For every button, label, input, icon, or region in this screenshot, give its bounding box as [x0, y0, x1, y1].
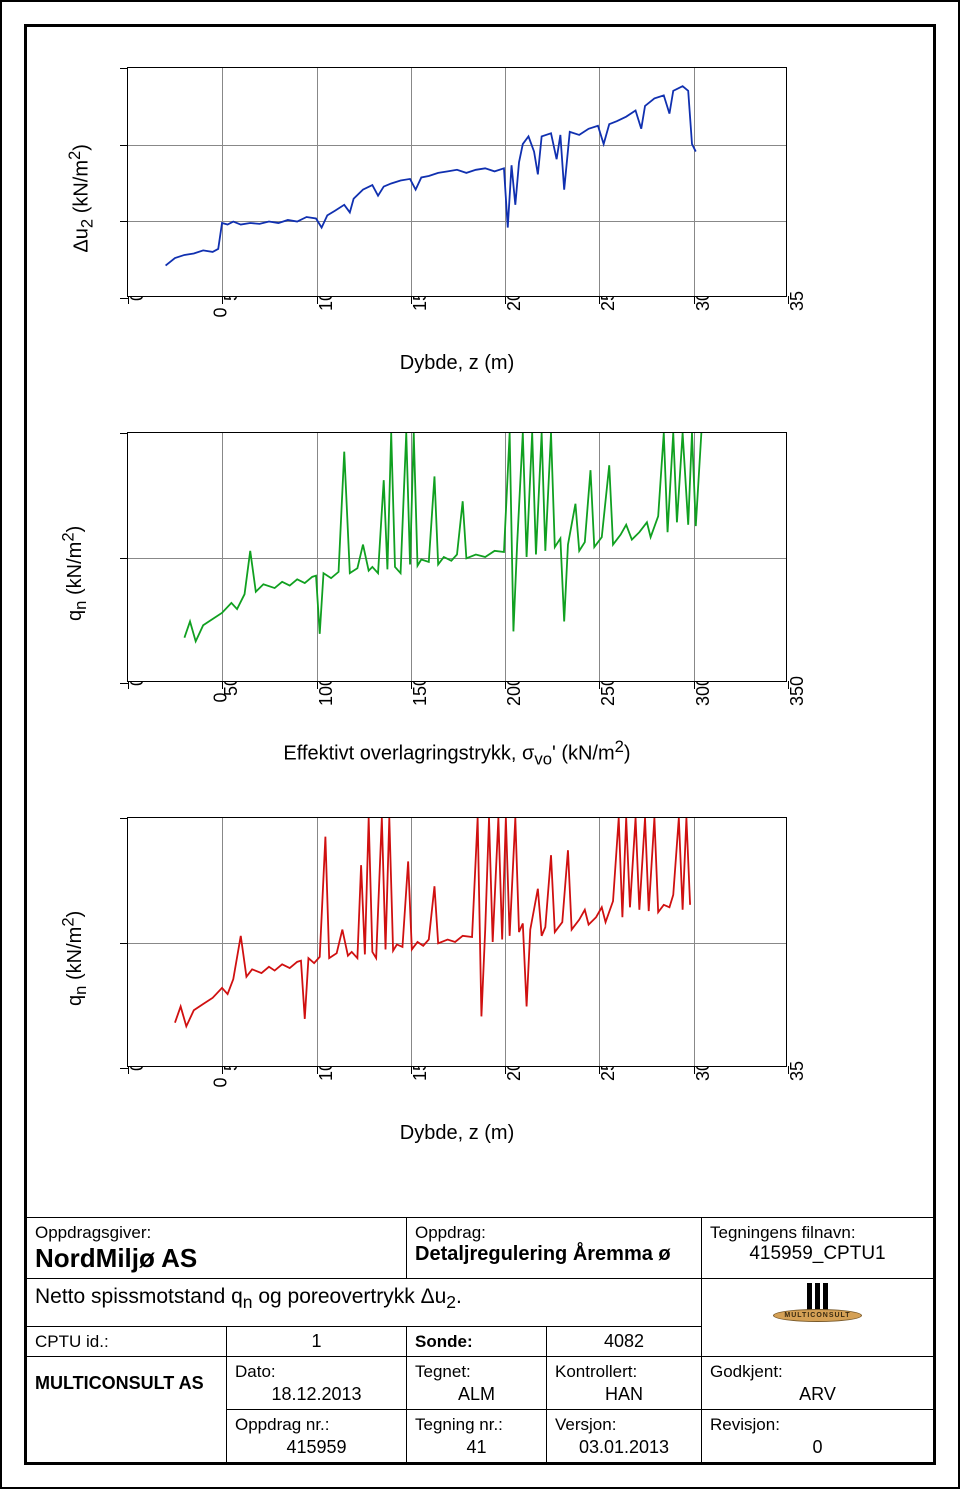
oppdrag-nr-label: Oppdrag nr.:	[235, 1415, 330, 1434]
revisjon-label: Revisjon:	[710, 1415, 780, 1434]
chart-qn-z: qn (kN/m2)05101520253035010002000Dybde, …	[127, 817, 893, 1162]
x-tick-label: 0	[127, 291, 148, 331]
tegningens-filnavn-label: Tegningens filnavn:	[710, 1223, 856, 1242]
dato-value: 18.12.2013	[235, 1384, 398, 1405]
y-axis-title: Δu2 (kN/m2)	[65, 144, 98, 253]
data-line	[128, 433, 786, 681]
sonde-value: 4082	[604, 1331, 644, 1351]
cptu-id-value: 1	[311, 1331, 321, 1351]
oppdragsgiver-label: Oppdragsgiver:	[35, 1223, 151, 1242]
tegnet-label: Tegnet:	[415, 1362, 471, 1381]
x-tick-label: 250	[598, 676, 619, 716]
godkjent-value: ARV	[710, 1384, 925, 1405]
versjon-value: 03.01.2013	[555, 1437, 693, 1458]
company-name: MULTICONSULT AS	[35, 1373, 204, 1394]
x-tick-label: 300	[693, 676, 714, 716]
plot-box	[127, 67, 787, 297]
x-axis-title: Dybde, z (m)	[127, 352, 787, 375]
x-axis-title: Effektivt overlagringstrykk, σvo' (kN/m2…	[127, 737, 787, 770]
x-tick-label: 25	[598, 1061, 619, 1101]
oppdrag-label: Oppdrag:	[415, 1223, 486, 1242]
x-tick-label: 10	[316, 291, 337, 331]
kontrollert-label: Kontrollert:	[555, 1362, 637, 1381]
oppdragsgiver-value: NordMiljø AS	[35, 1243, 197, 1273]
revisjon-value: 0	[710, 1437, 925, 1458]
cptu-id-label: CPTU id.:	[35, 1332, 109, 1351]
oppdrag-value: Detaljregulering Åremma ø	[415, 1243, 671, 1265]
tegning-nr-label: Tegning nr.:	[415, 1415, 503, 1434]
x-axis-title: Dybde, z (m)	[127, 1122, 787, 1145]
x-tick-label: 20	[504, 291, 525, 331]
data-line	[128, 818, 786, 1066]
chart-du2: Δu2 (kN/m2)05101520253035050010001500Dyb…	[127, 67, 893, 392]
title-block: Oppdragsgiver: NordMiljø AS Oppdrag: Det…	[27, 1217, 933, 1462]
tegning-nr-value: 41	[415, 1437, 538, 1458]
x-tick-label: 15	[410, 1061, 431, 1101]
y-axis-title: qn (kN/m2)	[58, 911, 91, 1006]
x-tick-label: 35	[787, 1061, 808, 1101]
page-inner-frame: Δu2 (kN/m2)05101520253035050010001500Dyb…	[24, 24, 936, 1465]
x-tick-label: 150	[410, 676, 431, 716]
versjon-label: Versjon:	[555, 1415, 616, 1434]
x-tick-label: 30	[693, 1061, 714, 1101]
page-outer-frame: Δu2 (kN/m2)05101520253035050010001500Dyb…	[0, 0, 960, 1489]
godkjent-label: Godkjent:	[710, 1362, 783, 1381]
x-tick-label: 100	[316, 676, 337, 716]
plot-box	[127, 432, 787, 682]
data-line	[128, 68, 786, 296]
x-tick-label: 0	[127, 676, 148, 716]
x-tick-label: 15	[410, 291, 431, 331]
x-tick-label: 200	[504, 676, 525, 716]
y-axis-title: qn (kN/m2)	[58, 526, 91, 621]
oppdrag-nr-value: 415959	[235, 1437, 398, 1458]
plot-box	[127, 817, 787, 1067]
x-tick-label: 10	[316, 1061, 337, 1101]
logo-oval: MULTICONSULT	[773, 1309, 861, 1322]
x-tick-label: 35	[787, 291, 808, 331]
x-tick-label: 25	[598, 291, 619, 331]
x-tick-label: 20	[504, 1061, 525, 1101]
tegningens-filnavn-value: 415959_CPTU1	[710, 1243, 925, 1265]
kontrollert-value: HAN	[555, 1384, 693, 1405]
dato-label: Dato:	[235, 1362, 276, 1381]
x-tick-label: 30	[693, 291, 714, 331]
x-tick-label: 0	[127, 1061, 148, 1101]
charts-area: Δu2 (kN/m2)05101520253035050010001500Dyb…	[27, 27, 933, 1252]
chart-qn-sigma: qn (kN/m2)050100150200250300350010002000…	[127, 432, 893, 777]
subtitle: Netto spissmotstand qn og poreovertrykk …	[35, 1285, 462, 1308]
x-tick-label: 350	[787, 676, 808, 716]
tegnet-value: ALM	[415, 1384, 538, 1405]
sonde-label: Sonde:	[415, 1332, 473, 1351]
